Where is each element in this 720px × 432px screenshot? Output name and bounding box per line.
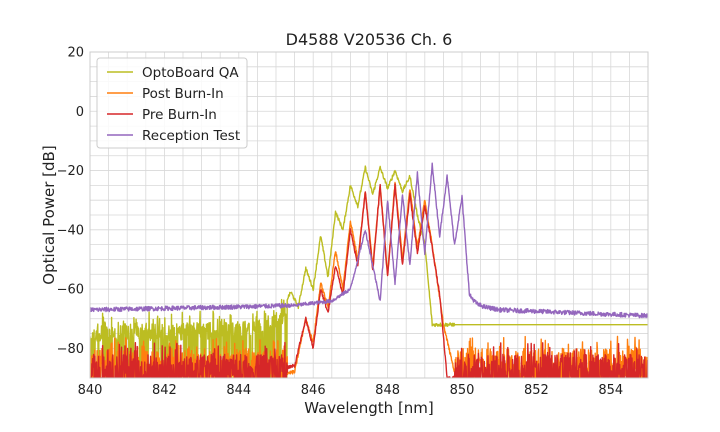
y-tick-label: −20 [57, 164, 84, 179]
legend-label: OptoBoard QA [142, 65, 239, 81]
series-reception-test [90, 162, 648, 319]
series-line [90, 183, 648, 378]
x-axis-label: Wavelength [nm] [304, 399, 434, 417]
series-lines [90, 162, 648, 378]
x-tick-label: 850 [450, 383, 475, 398]
legend-box [96, 57, 248, 149]
legend-label: Pre Burn-In [142, 107, 217, 123]
x-tick-label: 840 [78, 383, 103, 398]
y-tick-label: −40 [57, 223, 84, 238]
series-pre-burn-in [90, 183, 648, 378]
y-tick-label: −60 [57, 283, 84, 298]
y-tick-label: 0 [76, 105, 84, 120]
x-tick-label: 846 [301, 383, 326, 398]
y-axis-label: Optical Power [dB] [40, 145, 58, 284]
legend: OptoBoard QA Post Burn-In Pre Burn-In Recep… [96, 57, 248, 149]
x-tick-label: 842 [152, 383, 177, 398]
legend-label: Post Burn-In [142, 86, 224, 102]
series-optoboard-qa [90, 165, 648, 378]
x-tick-label: 852 [524, 383, 549, 398]
y-tick-labels: 20 0 −20 −40 −60 −80 [57, 46, 84, 357]
legend-label: Reception Test [142, 128, 240, 144]
x-tick-label: 848 [375, 383, 400, 398]
chart-title: D4588 V20536 Ch. 6 [286, 30, 453, 49]
y-tick-label: 20 [67, 46, 84, 61]
x-tick-labels: 840 842 844 846 848 850 852 854 [78, 383, 624, 398]
x-tick-label: 854 [598, 383, 623, 398]
plot-border [89, 51, 649, 379]
x-tick-label: 844 [226, 383, 251, 398]
y-tick-label: −80 [57, 342, 84, 357]
series-line [90, 162, 648, 319]
series-line [90, 165, 648, 378]
